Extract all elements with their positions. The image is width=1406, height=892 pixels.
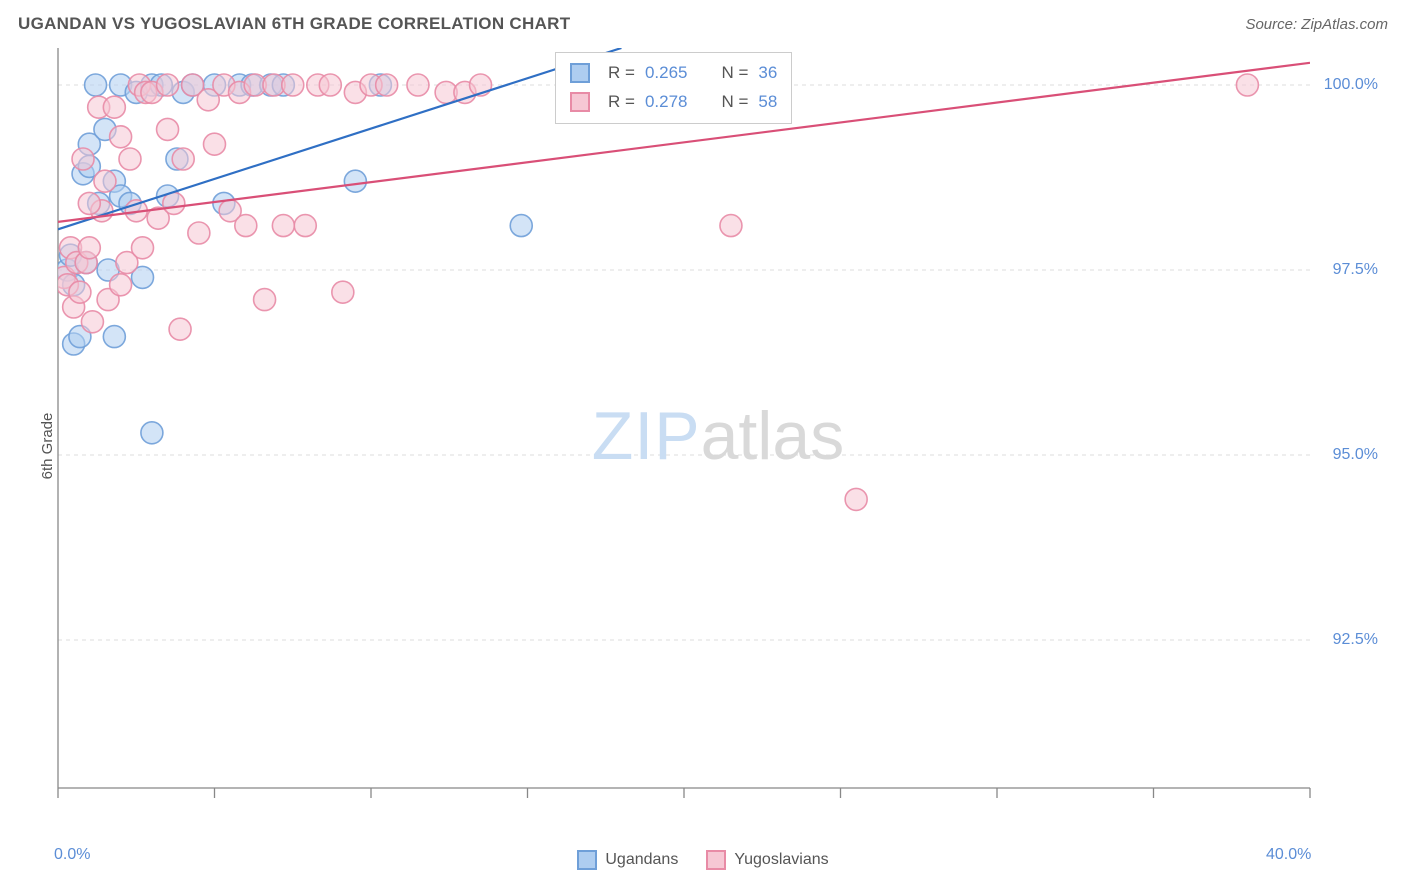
legend-item: Ugandans: [577, 850, 678, 870]
stats-row: R = 0.265 N = 36: [570, 59, 777, 88]
stats-n-value: 36: [758, 59, 777, 88]
legend-label: Yugoslavians: [734, 851, 828, 868]
legend-swatch: [706, 850, 726, 870]
stats-swatch: [570, 92, 590, 112]
chart-area: ZIPatlas: [50, 48, 1386, 832]
stats-n-label: N =: [721, 88, 748, 117]
chart-container: UGANDAN VS YUGOSLAVIAN 6TH GRADE CORRELA…: [0, 0, 1406, 892]
stats-r-label: R =: [608, 59, 635, 88]
stats-row: R = 0.278 N = 58: [570, 88, 777, 117]
legend-item: Yugoslavians: [706, 850, 828, 870]
stats-n-label: N =: [721, 59, 748, 88]
chart-source: Source: ZipAtlas.com: [1245, 16, 1388, 33]
stats-r-label: R =: [608, 88, 635, 117]
stats-box: R = 0.265 N = 36 R = 0.278 N = 58: [555, 52, 792, 124]
legend-swatch: [577, 850, 597, 870]
stats-swatch: [570, 63, 590, 83]
footer-legend: Ugandans Yugoslavians: [0, 850, 1406, 870]
scatter-plot-svg: [50, 48, 1386, 832]
stats-n-value: 58: [758, 88, 777, 117]
chart-header: UGANDAN VS YUGOSLAVIAN 6TH GRADE CORRELA…: [0, 0, 1406, 48]
legend-label: Ugandans: [605, 851, 678, 868]
stats-r-value: 0.265: [645, 59, 688, 88]
stats-r-value: 0.278: [645, 88, 688, 117]
chart-title: UGANDAN VS YUGOSLAVIAN 6TH GRADE CORRELA…: [18, 14, 570, 34]
